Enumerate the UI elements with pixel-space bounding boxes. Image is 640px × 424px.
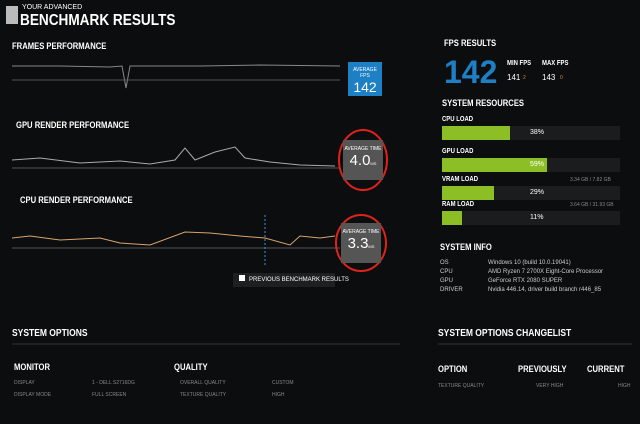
section-title: CPU RENDER PERFORMANCE [20,195,133,205]
stat-label: MAX FPS [542,60,569,67]
graph-line [11,231,336,246]
option-key: DISPLAY [14,380,35,386]
resource-label: GPU LOAD [442,148,474,155]
page-title: BENCHMARK RESULTS [20,12,176,29]
load-bar [442,158,548,172]
load-bar [442,186,494,200]
highlight-circle [338,129,388,191]
bar-track [442,186,620,200]
box-unit: MS [370,161,377,166]
stat-delta: 0 [560,75,563,81]
load-value: 38% [530,129,545,136]
box-value: 3.3 [347,235,369,252]
graph-line [11,146,336,167]
option-key: OVERALL QUALITY [180,380,226,386]
box-label: AVERAGE FPS [353,67,377,79]
box-label: AVERAGE TIME [342,229,380,235]
box-unit: MS [368,244,375,249]
section-title: FRAMES PERFORMANCE [12,41,107,51]
load-detail: 3.34 GB / 7.82 GB [570,177,611,183]
option-key: TEXTURE QUALITY [180,392,227,398]
section-title: FPS RESULTS [444,38,497,48]
option-key: DISPLAY MODE [14,392,52,398]
bar-track [442,211,620,225]
resource-label: VRAM LOAD [442,176,479,183]
logo [6,6,18,24]
box-value: 4.0 [349,152,371,169]
previous-results-button[interactable]: PREVIOUS BENCHMARK RESULTS [233,273,349,287]
average-fps: 142 [444,54,498,90]
box-label: AVERAGE TIME [344,146,382,152]
column-header: PREVIOUSLY [518,364,567,374]
option-value: FULL SCREEN [92,392,127,398]
section-title: GPU RENDER PERFORMANCE [16,120,130,130]
subtitle: YOUR ADVANCED [22,4,83,11]
average-time-box: AVERAGE TIME 3.3MS [341,223,381,263]
section-title: SYSTEM OPTIONS CHANGELIST [438,328,572,339]
resource-label: CPU LOAD [442,116,474,123]
group-title: MONITOR [14,362,50,372]
stat-delta: 2 [523,75,526,81]
change-cell: TEXTURE QUALITY [438,383,485,389]
change-cell: VERY HIGH [536,383,564,389]
load-value: 29% [530,189,545,196]
column-header: OPTION [438,364,468,374]
column-header: CURRENT [587,364,625,374]
option-value: 1 - DELL S2716DG [92,380,135,386]
stat-value: 141 [507,73,521,82]
average-time-box: AVERAGE TIME 4.0MS [343,140,383,180]
info-value: Windows 10 (build 10.0.19041) [488,260,571,266]
info-value: GeForce RTX 2080 SUPER [488,278,563,284]
resource-label: RAM LOAD [442,201,475,208]
graph-line [12,64,341,89]
stat-label: MIN FPS [507,60,532,67]
info-key: GPU [440,278,454,284]
load-value: 59% [530,161,545,168]
average-fps-box: AVERAGE FPS 142 [348,62,382,96]
load-value: 11% [530,214,544,221]
bar-track [442,126,620,140]
bar-track [442,158,620,172]
info-value: AMD Ryzen 7 2700X Eight-Core Processor [488,269,604,275]
option-value: CUSTOM [272,380,294,386]
section-title: SYSTEM INFO [440,242,492,252]
stat-value: 143 [542,73,556,82]
info-key: OS [440,260,449,266]
section-title: SYSTEM RESOURCES [442,98,525,108]
box-value: 142 [353,79,377,95]
group-title: QUALITY [174,362,208,372]
option-value: HIGH [272,392,285,398]
info-value: Nvidia 446.14, driver build branch r446_… [488,287,602,293]
change-cell: HIGH [618,383,631,389]
load-bar [442,211,462,225]
button-label: PREVIOUS BENCHMARK RESULTS [249,277,349,283]
load-bar [442,126,510,140]
info-key: DRIVER [440,287,463,293]
load-detail: 3.64 GB / 31.93 GB [570,202,614,208]
info-key: CPU [440,269,453,275]
highlight-circle [335,214,387,272]
section-title: SYSTEM OPTIONS [12,328,88,339]
